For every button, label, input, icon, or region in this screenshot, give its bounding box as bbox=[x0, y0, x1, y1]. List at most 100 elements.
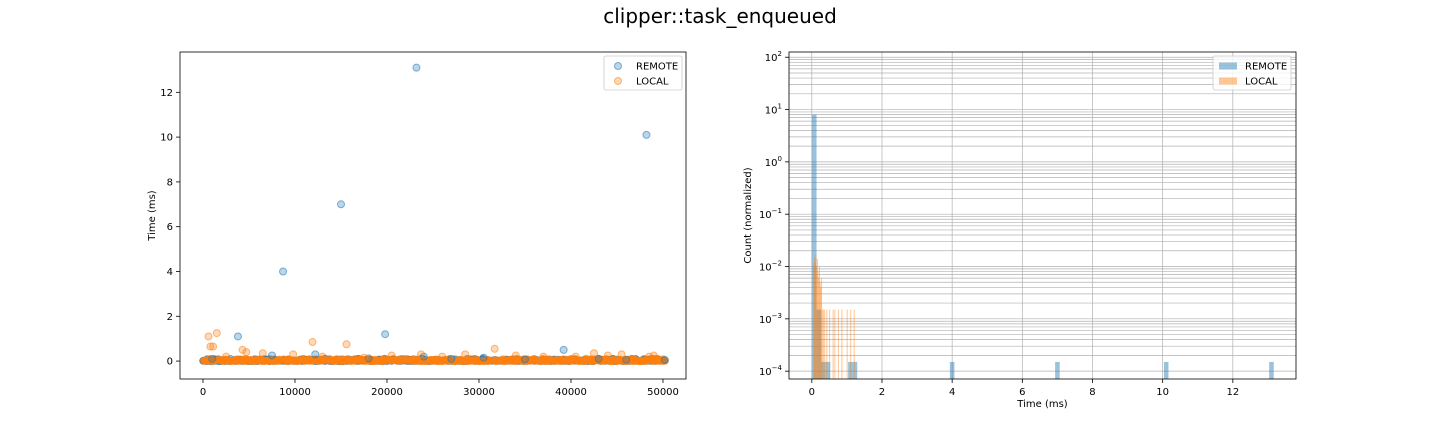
scatter-band-point bbox=[422, 357, 430, 365]
histogram-bar-local bbox=[837, 309, 839, 379]
scatter-band-point bbox=[655, 355, 663, 364]
scatter-band-point bbox=[253, 356, 262, 365]
histogram-y-tick-label: 10−4 bbox=[759, 364, 783, 378]
histogram-legend-swatch-local bbox=[1219, 77, 1237, 85]
scatter-band-point bbox=[271, 357, 280, 365]
scatter-point-local bbox=[242, 348, 251, 357]
histogram-bar-local bbox=[822, 309, 824, 379]
histogram-bar-local bbox=[821, 309, 823, 379]
histogram-legend-label: REMOTE bbox=[1245, 62, 1287, 73]
histogram-bar-local bbox=[813, 266, 815, 379]
scatter-point-local bbox=[461, 350, 470, 359]
histogram-bar-local bbox=[817, 271, 819, 379]
histogram-y-axis-label: Count (normalized) bbox=[743, 167, 754, 263]
histogram-bar-local bbox=[850, 309, 852, 379]
scatter-band-point bbox=[559, 356, 568, 365]
scatter-y-tick-label: 4 bbox=[167, 267, 173, 278]
scatter-band-point bbox=[613, 356, 622, 365]
scatter-point-remote bbox=[447, 354, 456, 363]
histogram-x-tick-label: 10 bbox=[1156, 387, 1169, 398]
scatter-y-tick-label: 6 bbox=[167, 222, 173, 233]
scatter-point-local bbox=[289, 350, 298, 359]
histogram-bar-local bbox=[814, 262, 816, 379]
scatter-point-local bbox=[511, 351, 520, 360]
histogram-bar-local bbox=[821, 278, 823, 379]
histogram-legend-label: LOCAL bbox=[1245, 77, 1278, 88]
scatter-band-point bbox=[239, 357, 247, 365]
histogram-bar-local bbox=[814, 257, 816, 379]
scatter-band-point bbox=[306, 356, 315, 365]
scatter-point-remote bbox=[412, 63, 421, 72]
histogram-bar-remote bbox=[949, 361, 955, 379]
histogram-x-tick-label: 6 bbox=[1019, 387, 1025, 398]
scatter-point-remote bbox=[311, 350, 320, 359]
scatter-point-remote bbox=[381, 330, 390, 339]
scatter-band-point bbox=[334, 356, 343, 365]
histogram-bar-local bbox=[846, 309, 848, 379]
scatter-band-point bbox=[298, 357, 306, 365]
histogram-bar-remote bbox=[1163, 361, 1169, 379]
scatter-x-tick-label: 0 bbox=[200, 387, 206, 398]
histogram-bar-local bbox=[841, 309, 843, 379]
scatter-legend-marker-local bbox=[614, 77, 622, 85]
figure-title: clipper::task_enqueued bbox=[603, 4, 837, 28]
histogram-bar-local bbox=[816, 258, 818, 379]
histogram-bar-local bbox=[818, 278, 820, 379]
histogram-bar-local bbox=[816, 266, 818, 379]
scatter-point-remote bbox=[479, 353, 488, 362]
histogram-y-tick-label: 10−2 bbox=[759, 260, 782, 274]
scatter-y-tick-label: 0 bbox=[167, 357, 173, 368]
scatter-point-local bbox=[571, 352, 580, 361]
scatter-band-point bbox=[227, 357, 235, 365]
scatter-band-point bbox=[281, 356, 290, 364]
scatter-point-local bbox=[417, 350, 426, 359]
histogram-bar-local bbox=[818, 266, 820, 379]
histogram-bar-remote bbox=[1055, 361, 1060, 379]
scatter-band-point bbox=[351, 357, 359, 365]
histogram-bar-remote bbox=[848, 361, 853, 379]
scatter-band-point bbox=[457, 357, 465, 365]
scatter-point-remote bbox=[337, 200, 345, 209]
scatter-point-remote bbox=[559, 345, 568, 354]
scatter-point-local bbox=[603, 351, 612, 360]
histogram-x-tick-label: 12 bbox=[1226, 387, 1239, 398]
scatter-point-local bbox=[308, 338, 317, 347]
histogram-bar-remote bbox=[821, 361, 826, 379]
histogram-bar-local bbox=[819, 282, 821, 379]
scatter-band-point bbox=[527, 355, 536, 364]
scatter-point-local bbox=[438, 352, 447, 361]
histogram-x-axis-label: Time (ms) bbox=[1016, 399, 1068, 410]
scatter-point-local bbox=[360, 353, 368, 362]
scatter-x-tick-label: 30000 bbox=[463, 387, 495, 398]
scatter-y-tick-label: 2 bbox=[167, 312, 173, 323]
scatter-point-local bbox=[209, 342, 218, 351]
histogram-y-tick-label: 10−3 bbox=[759, 312, 782, 326]
scatter-plot-frame bbox=[179, 51, 687, 380]
histogram-grid bbox=[789, 52, 1296, 379]
histogram-plot-frame bbox=[788, 51, 1297, 380]
scatter-point-remote bbox=[622, 355, 631, 364]
scatter-point-local bbox=[206, 342, 215, 351]
scatter-point-remote bbox=[594, 354, 603, 363]
scatter-band-point bbox=[394, 357, 403, 365]
scatter-band-point bbox=[492, 356, 500, 364]
histogram-y-tick-label: 101 bbox=[765, 103, 782, 117]
scatter-point-remote bbox=[660, 355, 669, 364]
scatter-x-tick-label: 40000 bbox=[555, 387, 587, 398]
scatter-point-local bbox=[258, 349, 267, 358]
scatter-point-local bbox=[490, 344, 499, 353]
histogram-y-tick-label: 102 bbox=[765, 50, 782, 64]
histogram-bar-local bbox=[853, 309, 855, 379]
histogram-bar-remote bbox=[1269, 361, 1274, 379]
scatter-y-tick-label: 10 bbox=[160, 133, 173, 144]
scatter-y-tick-label: 8 bbox=[167, 177, 173, 188]
scatter-point-local bbox=[318, 352, 327, 361]
scatter-legend-marker-remote bbox=[614, 62, 622, 70]
histogram-x-tick-label: 2 bbox=[879, 387, 885, 398]
scatter-band-point bbox=[628, 357, 637, 365]
scatter-band-point bbox=[404, 356, 412, 364]
histogram-bar-local bbox=[834, 309, 836, 379]
scatter-point-local bbox=[212, 329, 221, 338]
scatter-point-local bbox=[222, 352, 230, 361]
